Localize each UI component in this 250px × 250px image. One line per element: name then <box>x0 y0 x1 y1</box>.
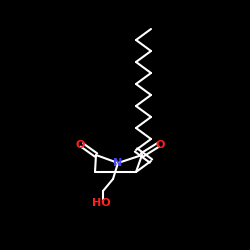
Text: HO: HO <box>92 198 110 208</box>
Text: N: N <box>114 158 122 168</box>
Text: O: O <box>155 140 165 150</box>
Text: O: O <box>75 140 85 150</box>
